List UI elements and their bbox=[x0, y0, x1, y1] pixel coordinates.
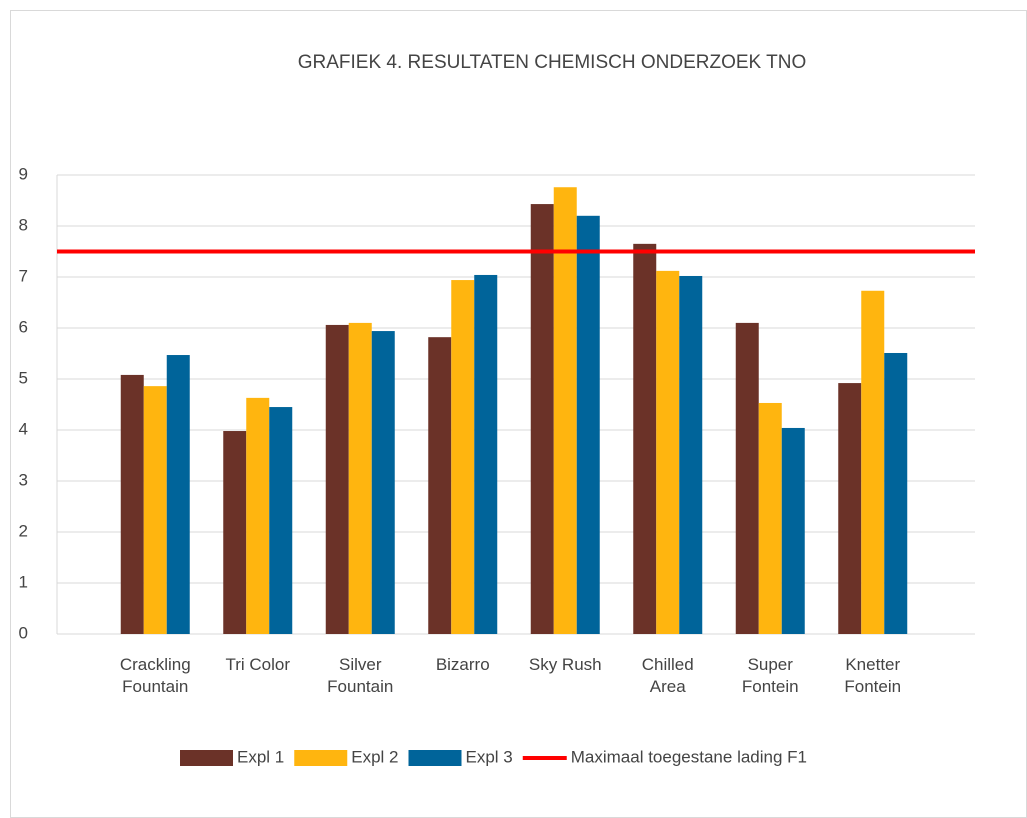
bar bbox=[656, 270, 680, 634]
legend-label: Expl 1 bbox=[237, 747, 284, 766]
y-tick-label: 0 bbox=[19, 623, 28, 642]
y-tick-label: 3 bbox=[19, 470, 28, 489]
bar bbox=[371, 331, 395, 634]
legend-swatch bbox=[408, 750, 462, 766]
bar bbox=[861, 290, 885, 634]
y-tick-label: 5 bbox=[19, 368, 28, 387]
bar bbox=[246, 397, 270, 634]
y-tick-label: 7 bbox=[19, 266, 28, 285]
legend-swatch bbox=[180, 750, 233, 766]
bar bbox=[451, 280, 475, 634]
bar bbox=[781, 427, 805, 634]
x-tick-label: Silver Fountain bbox=[327, 655, 394, 696]
x-tick-label: Chilled Area bbox=[641, 655, 694, 696]
x-tick-label: Sky Rush bbox=[528, 655, 602, 674]
x-tick-label: Knetter Fontein bbox=[844, 655, 902, 696]
bar bbox=[166, 355, 190, 634]
bar bbox=[758, 402, 782, 634]
bar bbox=[223, 431, 247, 634]
bar bbox=[884, 352, 908, 634]
bar bbox=[474, 274, 498, 634]
x-tick-label: Bizarro bbox=[435, 655, 490, 674]
bar bbox=[325, 324, 349, 634]
x-tick-label: Crackling Fountain bbox=[119, 655, 191, 696]
bar bbox=[553, 187, 577, 635]
bar bbox=[428, 337, 452, 634]
y-tick-label: 6 bbox=[19, 317, 28, 336]
bar bbox=[576, 215, 600, 635]
legend-label: Expl 2 bbox=[351, 747, 398, 766]
bar bbox=[348, 322, 372, 634]
bar bbox=[530, 204, 554, 634]
bar bbox=[633, 243, 657, 634]
x-tick-label: Super Fontein bbox=[741, 655, 799, 696]
bar bbox=[735, 322, 759, 634]
bar bbox=[143, 386, 167, 634]
y-tick-label: 2 bbox=[19, 521, 28, 540]
legend-label: Expl 3 bbox=[466, 747, 513, 766]
legend-swatch bbox=[294, 750, 348, 766]
y-tick-label: 1 bbox=[19, 572, 28, 591]
bar bbox=[120, 374, 144, 634]
bar bbox=[838, 383, 862, 634]
legend-label: Maximaal toegestane lading F1 bbox=[571, 747, 807, 766]
bar bbox=[679, 275, 703, 634]
y-tick-label: 8 bbox=[19, 215, 28, 234]
x-tick-label: Tri Color bbox=[225, 655, 291, 674]
y-tick-label: 9 bbox=[19, 164, 28, 183]
chart-title: GRAFIEK 4. RESULTATEN CHEMISCH ONDERZOEK… bbox=[298, 52, 807, 73]
y-tick-label: 4 bbox=[19, 419, 28, 438]
bar bbox=[269, 407, 293, 634]
